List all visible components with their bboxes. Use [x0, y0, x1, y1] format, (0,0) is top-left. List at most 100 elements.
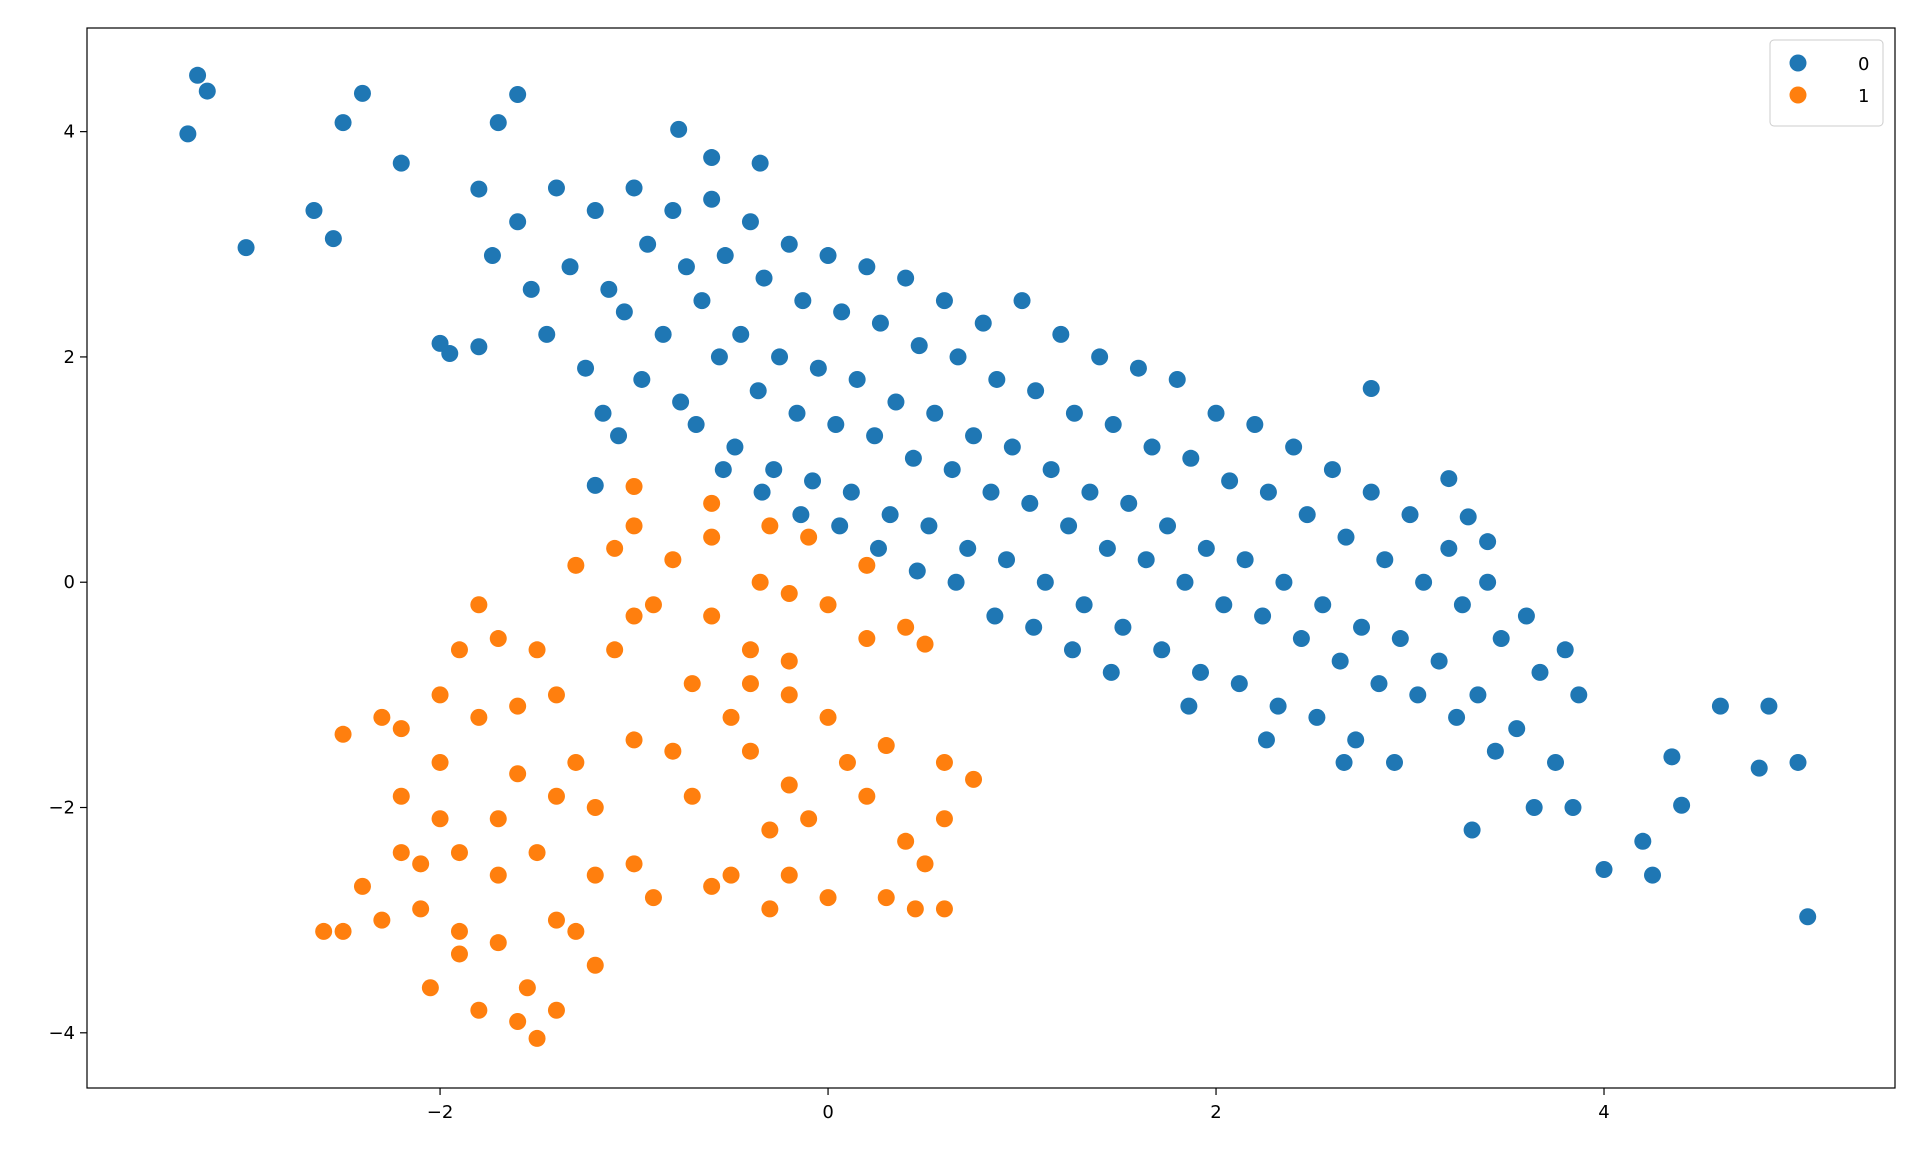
scatter-point — [1215, 596, 1233, 614]
scatter-point — [431, 753, 449, 771]
scatter-point — [547, 787, 565, 805]
scatter-point — [644, 596, 662, 614]
scatter-point — [1013, 292, 1031, 310]
scatter-point — [947, 573, 965, 591]
scatter-point — [800, 528, 818, 546]
scatter-point — [373, 708, 391, 726]
scatter-point — [726, 438, 744, 456]
scatter-point — [1182, 449, 1200, 467]
scatter-point — [1003, 438, 1021, 456]
scatter-point — [780, 686, 798, 704]
scatter-point — [809, 359, 827, 377]
scatter-point — [683, 675, 701, 693]
scatter-point — [1221, 472, 1239, 490]
scatter-point — [1440, 539, 1458, 557]
scatter-point — [761, 900, 779, 918]
scatter-point — [714, 461, 732, 479]
scatter-point — [672, 393, 690, 411]
scatter-point — [935, 753, 953, 771]
scatter-point — [866, 427, 884, 445]
scatter-point — [687, 416, 705, 434]
scatter-point — [1479, 573, 1497, 591]
scatter-point — [751, 573, 769, 591]
scatter-point — [373, 911, 391, 929]
scatter-point — [1673, 796, 1691, 814]
scatter-point — [858, 556, 876, 574]
scatter-point — [441, 345, 459, 363]
x-tick-label: 0 — [822, 1102, 833, 1123]
scatter-point — [1750, 759, 1768, 777]
scatter-point — [1292, 630, 1310, 648]
scatter-point — [1547, 753, 1565, 771]
scatter-point — [1207, 404, 1225, 422]
scatter-point — [1180, 697, 1198, 715]
scatter-point — [489, 630, 507, 648]
scatter-point — [703, 494, 721, 512]
scatter-point — [1254, 607, 1272, 625]
scatter-point — [528, 1029, 546, 1047]
scatter-point — [1230, 675, 1248, 693]
scatter-point — [965, 770, 983, 788]
scatter-point — [904, 449, 922, 467]
scatter-point — [392, 720, 410, 738]
scatter-point — [771, 348, 789, 366]
legend-label: 1 — [1858, 86, 1869, 107]
scatter-point — [1331, 652, 1349, 670]
scatter-point — [935, 810, 953, 828]
scatter-point — [625, 477, 643, 495]
scatter-point — [615, 303, 633, 321]
scatter-point — [1463, 821, 1481, 839]
scatter-point — [431, 810, 449, 828]
legend-box — [1769, 39, 1884, 127]
scatter-point — [838, 753, 856, 771]
scatter-point — [897, 832, 915, 850]
scatter-point — [1168, 370, 1186, 388]
scatter-point — [315, 922, 333, 940]
scatter-point — [1508, 720, 1526, 738]
scatter-point — [831, 517, 849, 535]
y-tick-label: 2 — [64, 347, 75, 368]
scatter-point — [1531, 663, 1549, 681]
scatter-point — [906, 900, 924, 918]
scatter-point — [606, 641, 624, 659]
scatter-point — [1337, 528, 1355, 546]
scatter-point — [392, 844, 410, 862]
scatter-point — [1595, 860, 1613, 878]
scatter-point — [703, 149, 721, 167]
scatter-point — [1091, 348, 1109, 366]
scatter-point — [509, 697, 527, 715]
scatter-point — [625, 179, 643, 197]
scatter-point — [1711, 697, 1729, 715]
scatter-point — [703, 877, 721, 895]
scatter-point — [1060, 517, 1078, 535]
scatter-point — [1192, 663, 1210, 681]
scatter-point — [547, 686, 565, 704]
scatter-point — [392, 154, 410, 172]
scatter-point — [1114, 618, 1132, 636]
scatter-point — [334, 725, 352, 743]
scatter-point — [1143, 438, 1161, 456]
scatter-point — [982, 483, 1000, 501]
scatter-point — [1042, 461, 1060, 479]
scatter-point — [600, 280, 618, 298]
scatter-point — [1440, 470, 1458, 488]
scatter-point — [848, 370, 866, 388]
scatter-point — [334, 114, 352, 132]
scatter-point — [1799, 908, 1817, 926]
scatter-point — [926, 404, 944, 422]
scatter-point — [1492, 630, 1510, 648]
scatter-point — [833, 303, 851, 321]
scatter-point — [858, 787, 876, 805]
scatter-point — [1644, 866, 1662, 884]
scatter-point — [450, 641, 468, 659]
scatter-point — [741, 675, 759, 693]
scatter-point — [965, 427, 983, 445]
scatter-point — [819, 596, 837, 614]
scatter-point — [908, 562, 926, 580]
scatter-point — [470, 180, 488, 198]
scatter-point — [780, 235, 798, 253]
scatter-point — [664, 201, 682, 219]
scatter-point — [732, 325, 750, 343]
scatter-point — [538, 325, 556, 343]
